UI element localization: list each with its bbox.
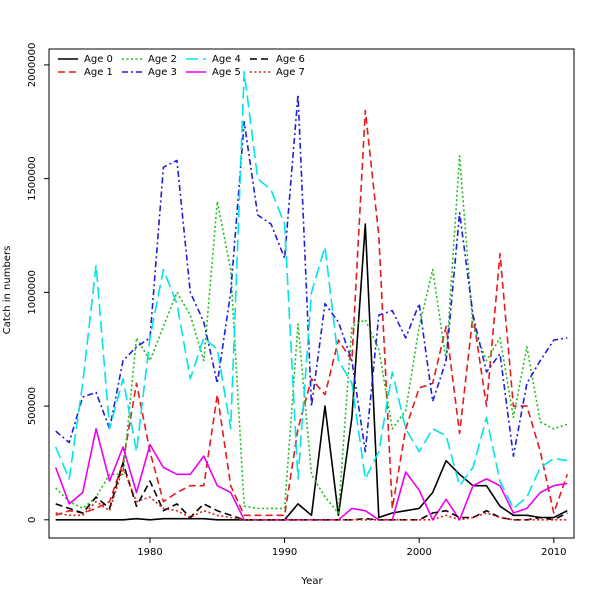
series-line-age-0	[55, 223, 568, 521]
series-line-age-7	[55, 466, 568, 521]
y-axis: 0 500000 1000000 1500000 2000000	[27, 43, 49, 523]
series-line-age-6	[55, 462, 568, 521]
legend-label: Age 3	[148, 67, 177, 78]
series-line-age-2	[55, 155, 568, 514]
y-tick-label: 2000000	[27, 43, 38, 88]
series-line-age-1	[55, 109, 569, 517]
x-tick-label: 1990	[272, 547, 297, 558]
legend-label: Age 6	[276, 54, 305, 65]
legend-label: Age 1	[84, 67, 113, 78]
legend-label: Age 2	[148, 54, 177, 65]
y-axis-label: Catch in numbers	[2, 246, 13, 335]
x-tick-label: 2000	[406, 547, 431, 558]
series-line-age-4	[54, 70, 568, 510]
y-tick-label: 0	[27, 517, 38, 523]
x-axis-label: Year	[300, 576, 323, 587]
legend: Age 0 Age 1 Age 2 Age 3 Age 4 Age 5 Age 6 Age 7	[58, 54, 305, 78]
x-axis: 1980 1990 2000 2010	[137, 538, 567, 558]
y-tick-label: 1500000	[27, 156, 38, 201]
x-tick-label: 2010	[541, 547, 566, 558]
plot-frame	[48, 48, 575, 539]
series-line-age-3	[55, 93, 568, 457]
legend-label: Age 0	[84, 54, 113, 65]
series-line-age-5	[54, 427, 568, 521]
legend-label: Age 4	[212, 54, 241, 65]
legend-label: Age 5	[212, 67, 241, 78]
legend-label: Age 7	[276, 67, 305, 78]
x-tick-label: 1980	[137, 547, 162, 558]
series-layer	[54, 70, 569, 521]
y-tick-label: 1000000	[27, 270, 38, 315]
y-tick-label: 500000	[27, 387, 38, 425]
